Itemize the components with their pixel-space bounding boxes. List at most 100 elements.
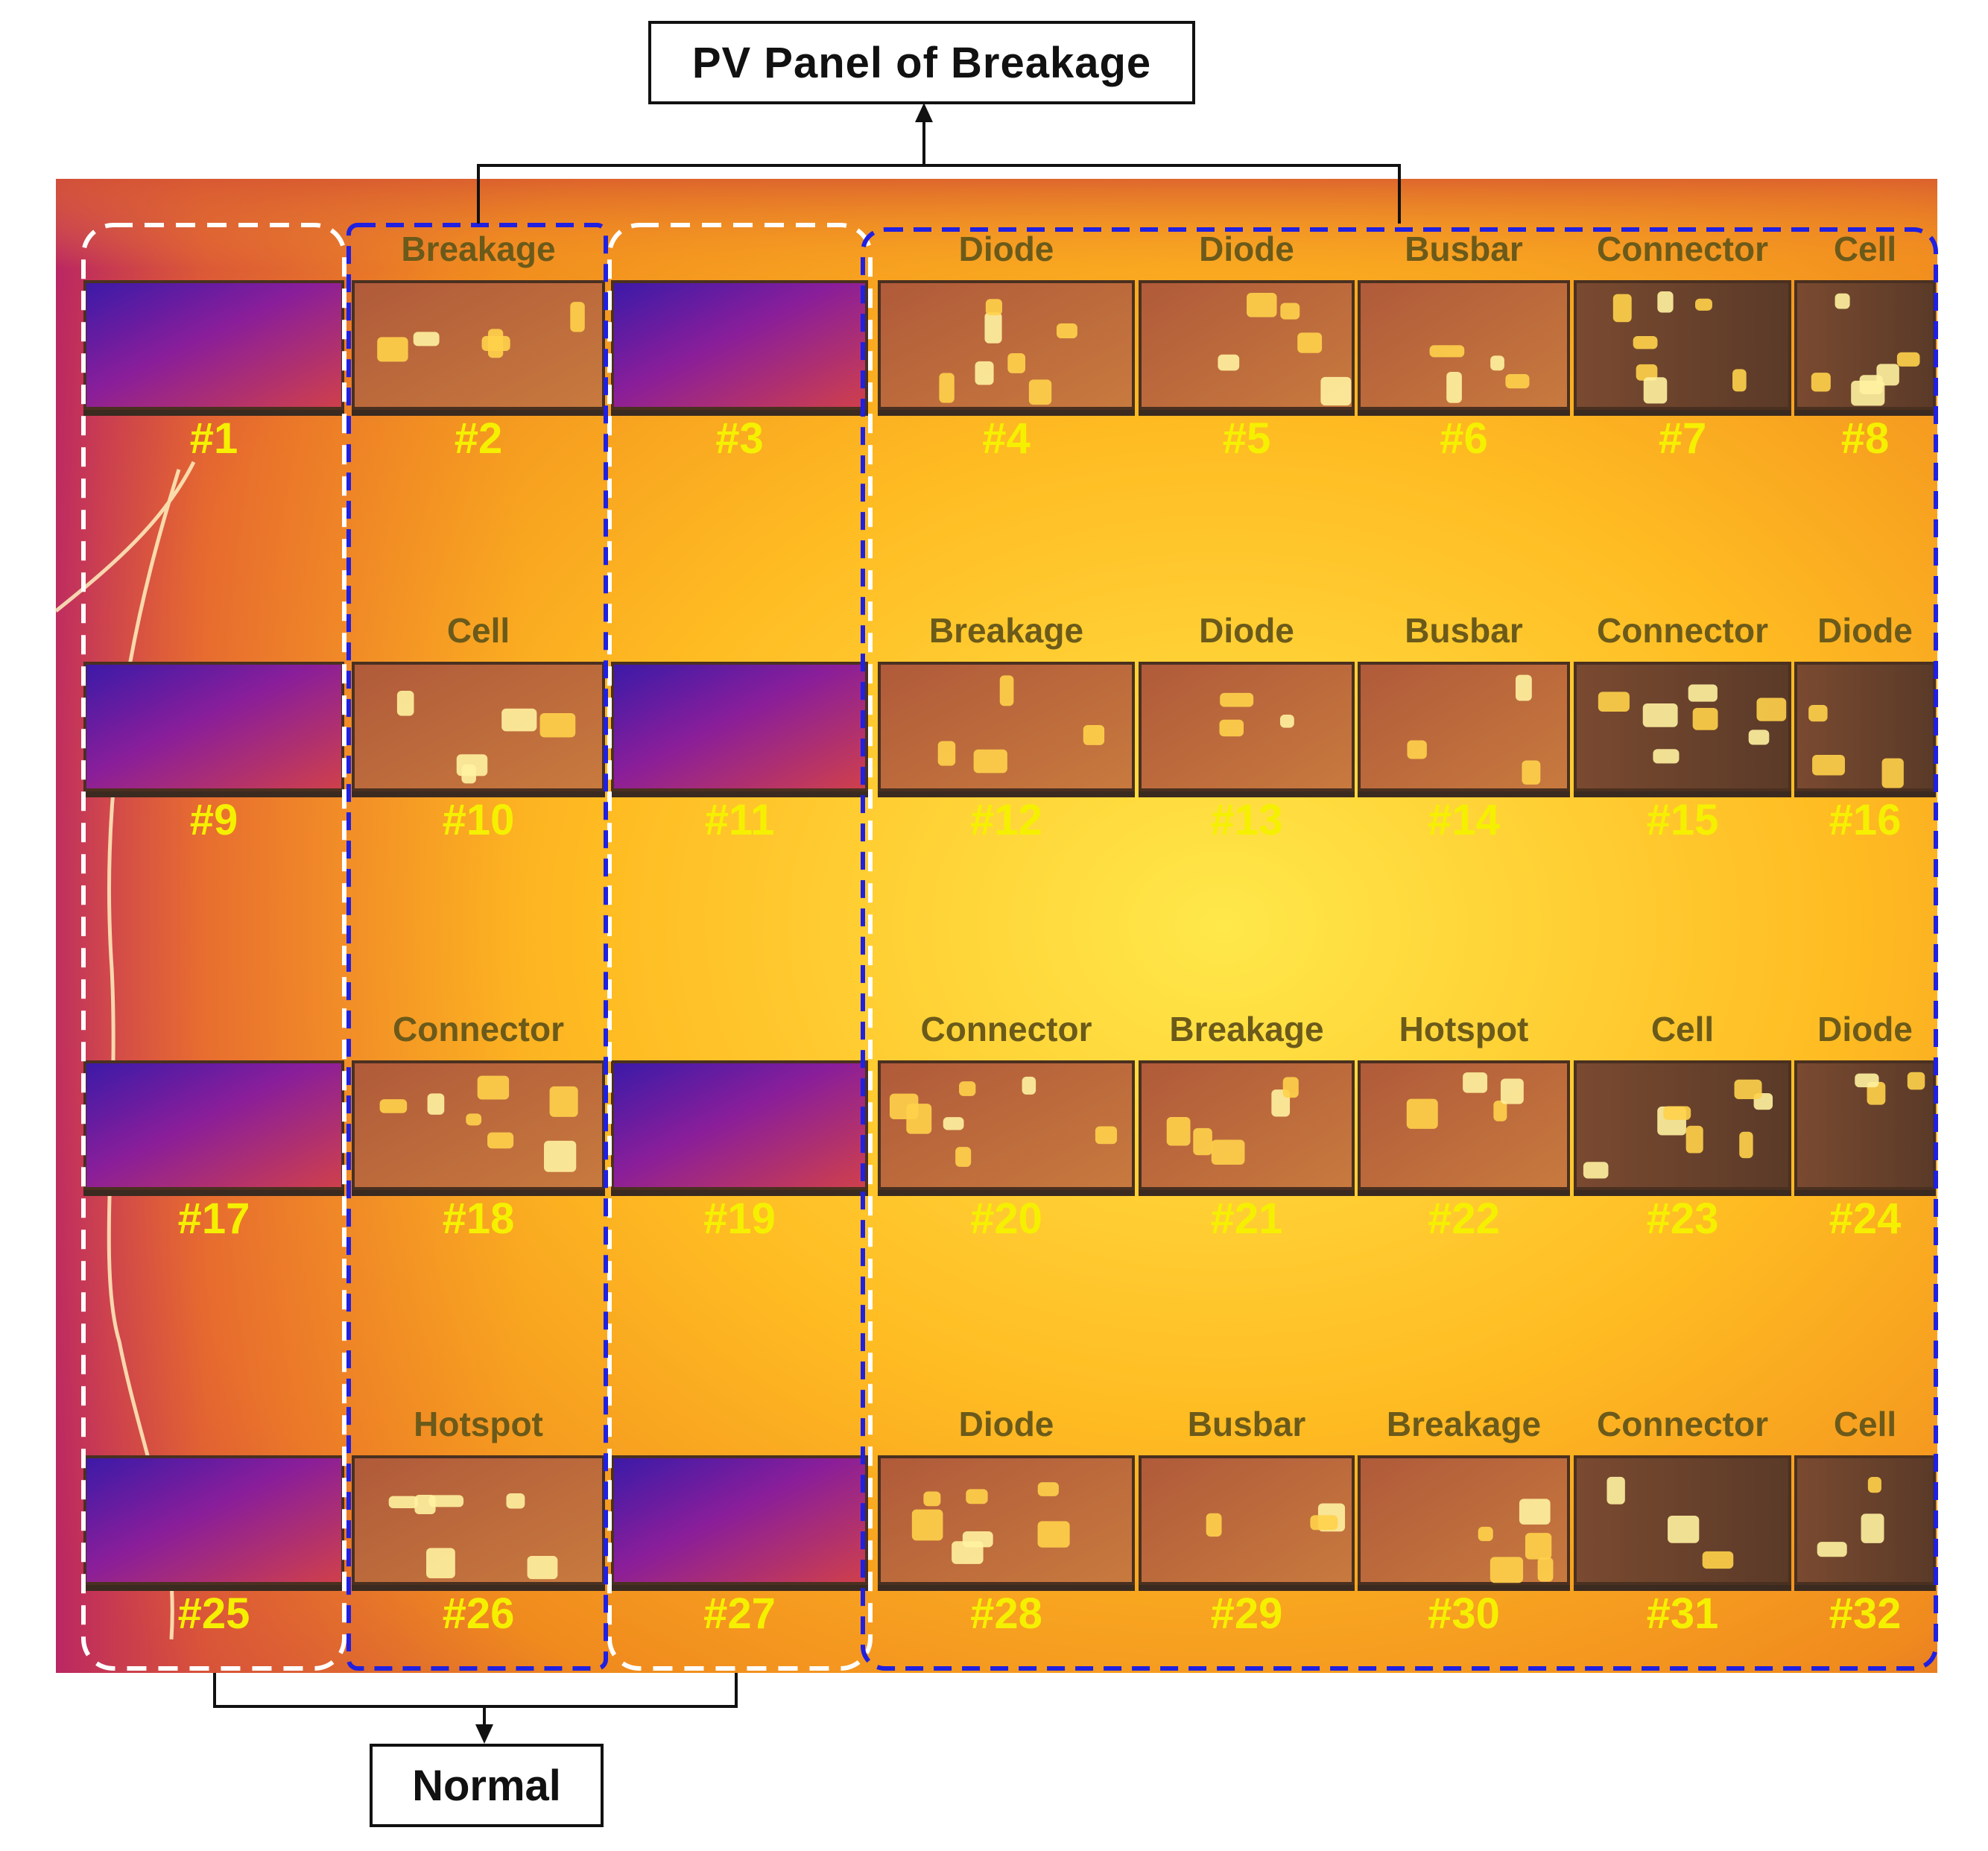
hotspot-blob xyxy=(1692,708,1718,730)
hotspot-blob xyxy=(413,332,440,347)
panel-number: #32 xyxy=(1829,1589,1902,1638)
hotspot-blob xyxy=(1490,1557,1524,1583)
pv-panel-2: Breakage #2 xyxy=(352,230,605,463)
hotspot-blob xyxy=(1867,1476,1881,1493)
panel-number: #19 xyxy=(703,1195,776,1243)
hotspot-blob xyxy=(1279,715,1294,728)
hotspot-blob xyxy=(1835,293,1850,309)
panel-surface xyxy=(352,1455,605,1585)
hotspot-blob xyxy=(1310,1515,1338,1531)
pv-panel-3: #3 xyxy=(611,280,868,463)
hotspot-blob xyxy=(388,1496,418,1509)
hotspot-blob xyxy=(1022,1076,1036,1095)
hotspot-blob xyxy=(1642,703,1678,727)
hotspot-blob xyxy=(1446,372,1462,403)
pv-panel-32: Cell #32 xyxy=(1794,1405,1936,1638)
fault-type-label: Cell xyxy=(447,611,510,650)
hotspot-blob xyxy=(377,337,408,362)
panels-layer: #1 Breakage #2 #3 Diode #4 Diode #5 Busbar #6 Conn… xyxy=(83,230,1936,1638)
panel-surface xyxy=(1358,1455,1570,1585)
fault-type-label: Connector xyxy=(1597,230,1768,268)
hotspot-blob xyxy=(1688,684,1718,702)
panel-surface xyxy=(352,280,605,410)
fault-type-label: Breakage xyxy=(929,611,1083,650)
hotspot-blob xyxy=(1817,1542,1847,1557)
pv-panel-15: Connector #15 xyxy=(1574,611,1791,844)
hotspot-blob xyxy=(1633,336,1658,349)
panel-surface xyxy=(1574,280,1791,410)
panel-number: #27 xyxy=(703,1589,776,1638)
pv-panel-11: #11 xyxy=(611,662,868,844)
panel-number: #4 xyxy=(982,414,1031,463)
pv-panel-26: Hotspot #26 xyxy=(352,1405,605,1638)
hotspot-blob xyxy=(1490,355,1504,371)
hotspot-blob xyxy=(1643,377,1668,404)
panel-number: #18 xyxy=(443,1195,515,1243)
fault-type-label: Diode xyxy=(959,1405,1054,1443)
hotspot-blob xyxy=(1297,332,1323,353)
hotspot-blob xyxy=(999,675,1014,706)
hotspot-blob xyxy=(1519,1499,1551,1525)
breakage-callout-box: PV Panel of Breakage xyxy=(648,21,1195,104)
normal-callout-text: Normal xyxy=(412,1761,561,1810)
hotspot-blob xyxy=(1636,364,1658,381)
panel-number: #31 xyxy=(1647,1589,1719,1638)
bottom-bracket-line xyxy=(213,1673,738,1733)
panel-surface xyxy=(1358,280,1570,410)
hotspot-blob xyxy=(1028,379,1052,405)
pv-panel-13: Diode #13 xyxy=(1139,611,1355,844)
hotspot-blob xyxy=(426,1548,455,1579)
hotspot-blob xyxy=(1583,1162,1609,1179)
hotspot-blob xyxy=(1657,291,1674,313)
panel-surface xyxy=(83,662,344,791)
fault-type-label: Busbar xyxy=(1188,1405,1306,1443)
hotspot-blob xyxy=(966,1489,988,1504)
hotspot-blob xyxy=(1218,354,1240,371)
hotspot-blob xyxy=(506,1493,525,1509)
hotspot-blob xyxy=(1855,1073,1879,1088)
hotspot-blob xyxy=(1429,345,1465,358)
hotspot-blob xyxy=(1247,293,1277,317)
pv-panel-30: Breakage #30 xyxy=(1358,1405,1570,1638)
panel-surface xyxy=(1139,662,1355,791)
hotspot-blob xyxy=(1505,374,1530,389)
hotspot-blob xyxy=(539,713,576,738)
hotspot-blob xyxy=(1525,1533,1552,1560)
hotspot-blob xyxy=(1220,692,1254,707)
pv-panel-18: Connector #18 xyxy=(352,1010,605,1243)
normal-group-outline-col1 xyxy=(81,223,346,1671)
hotspot-blob xyxy=(1756,697,1787,721)
panel-number: #3 xyxy=(715,414,764,463)
hotspot-blob xyxy=(427,1093,445,1115)
panel-number: #29 xyxy=(1211,1589,1283,1638)
pv-panel-17: #17 xyxy=(83,1060,344,1243)
panel-surface xyxy=(1574,662,1791,791)
panel-number: #7 xyxy=(1659,414,1707,463)
hotspot-blob xyxy=(1478,1526,1493,1542)
hotspot-blob xyxy=(1493,1100,1507,1121)
pv-panel-29: Busbar #29 xyxy=(1139,1405,1355,1638)
fault-type-label: Connector xyxy=(1597,1405,1768,1443)
pv-panel-31: Connector #31 xyxy=(1574,1405,1791,1638)
panel-number: #17 xyxy=(178,1195,250,1243)
pv-panel-22: Hotspot #22 xyxy=(1358,1010,1570,1243)
fault-type-label: Diode xyxy=(1817,1010,1913,1048)
fault-type-label: Breakage xyxy=(1169,1010,1323,1048)
panel-number: #5 xyxy=(1223,414,1271,463)
hotspot-blob xyxy=(911,1509,943,1541)
hotspot-blob xyxy=(1282,1077,1299,1098)
hotspot-blob xyxy=(952,1541,984,1564)
normal-group-outline-col3 xyxy=(607,223,873,1671)
hotspot-blob xyxy=(549,1086,578,1117)
breakage-callout-text: PV Panel of Breakage xyxy=(691,38,1152,87)
panel-number: #30 xyxy=(1428,1589,1500,1638)
pv-panel-4: Diode #4 xyxy=(878,230,1135,463)
hotspot-blob xyxy=(1166,1117,1191,1146)
hotspot-blob xyxy=(1867,1081,1886,1105)
panel-number: #14 xyxy=(1428,796,1500,844)
fault-type-label: Diode xyxy=(1817,611,1913,650)
hotspot-blob xyxy=(1083,725,1105,745)
hotspot-blob xyxy=(1037,1482,1059,1496)
pv-panel-20: Connector #20 xyxy=(878,1010,1135,1243)
